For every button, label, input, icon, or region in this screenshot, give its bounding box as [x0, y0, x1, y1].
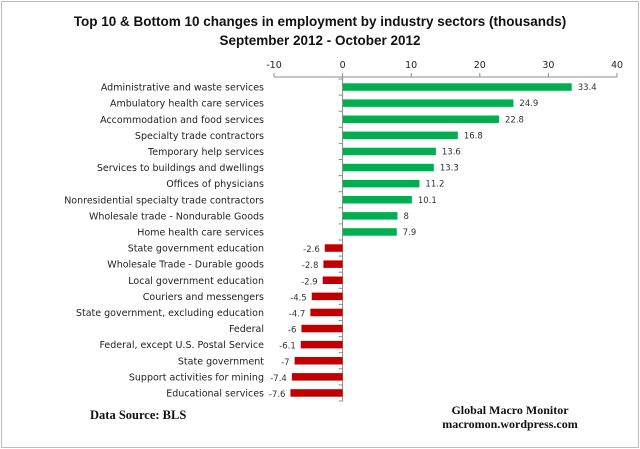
- category-label: Nonresidential specialty trade contracto…: [64, 195, 264, 206]
- bar: [310, 308, 343, 317]
- data-label: -6.1: [279, 342, 296, 352]
- category-label: State government: [178, 356, 264, 367]
- bar: [324, 244, 343, 252]
- bar: [301, 324, 343, 333]
- x-tick-label: 20: [474, 60, 486, 71]
- category-label: Federal: [229, 324, 264, 335]
- category-label: Services to buildings and dwellings: [97, 163, 264, 174]
- category-label: State government, excluding education: [76, 308, 264, 319]
- bar: [300, 340, 343, 349]
- data-label: -4.5: [290, 293, 307, 303]
- data-label: 24.9: [519, 99, 538, 109]
- data-label: -4.7: [289, 309, 306, 319]
- category-label: Wholesale trade - Nondurable Goods: [89, 211, 264, 222]
- x-tick-label: 40: [611, 60, 623, 71]
- x-tick-label: 0: [340, 60, 346, 71]
- data-label: 13.3: [440, 164, 459, 174]
- x-tick-label: 30: [542, 60, 554, 71]
- category-label: Accommodation and food services: [100, 115, 264, 126]
- data-label: 13.6: [442, 147, 461, 157]
- data-label: 8: [403, 212, 408, 222]
- bar: [342, 99, 514, 107]
- data-label: 7.9: [403, 228, 417, 238]
- bar: [342, 115, 500, 123]
- bar: [342, 147, 436, 156]
- bar: [342, 196, 412, 204]
- data-label: -2.8: [302, 261, 319, 271]
- bar: [342, 131, 458, 140]
- brand-name: Global Macro Monitor: [451, 403, 569, 417]
- category-label: Specialty trade contractors: [135, 131, 264, 142]
- bar: [311, 292, 343, 301]
- bar: [291, 373, 343, 381]
- data-label: 22.8: [505, 115, 524, 125]
- bar: [342, 179, 420, 188]
- chart-subtitle: September 2012 - October 2012: [219, 33, 421, 48]
- chart-title: Top 10 & Bottom 10 changes in employment…: [73, 14, 567, 29]
- category-label: Wholesale Trade - Durable goods: [107, 260, 264, 271]
- data-label: 33.4: [578, 83, 597, 93]
- category-label: State government education: [128, 244, 264, 255]
- x-tick-label: 10: [405, 60, 417, 71]
- bar: [342, 83, 572, 91]
- data-label: -7.4: [270, 374, 287, 384]
- x-tick-label: -10: [266, 60, 282, 71]
- brand-block: Global Macro Monitor macromon.wordpress.…: [430, 403, 590, 431]
- data-label: 16.8: [464, 131, 483, 141]
- brand-url: macromon.wordpress.com: [442, 417, 578, 431]
- category-label: Home health care services: [137, 227, 264, 238]
- bar: [342, 212, 398, 220]
- data-label: 10.1: [418, 196, 437, 206]
- category-label: Couriers and messengers: [143, 292, 264, 303]
- bar: [342, 163, 434, 172]
- data-label: -7: [281, 358, 289, 368]
- data-label: -2.6: [303, 245, 320, 255]
- bar: [322, 276, 343, 284]
- bar: [290, 389, 343, 397]
- data-label: -6: [288, 326, 296, 336]
- data-label: 11.2: [425, 180, 444, 190]
- category-label: Ambulatory health care services: [110, 99, 264, 110]
- category-label: Local government education: [128, 276, 264, 287]
- data-source: Data Source: BLS: [90, 408, 187, 422]
- bar: [294, 357, 343, 365]
- category-label: Administrative and waste services: [101, 83, 264, 94]
- data-label: -7.6: [269, 390, 286, 400]
- bar: [342, 228, 397, 236]
- category-label: Support activities for mining: [129, 372, 264, 383]
- category-label: Offices of physicians: [166, 179, 264, 190]
- bar: [323, 260, 343, 268]
- category-label: Temporary help services: [147, 147, 264, 158]
- category-label: Educational services: [166, 388, 264, 399]
- category-label: Federal, except U.S. Postal Service: [99, 340, 264, 351]
- data-label: -2.9: [301, 277, 318, 287]
